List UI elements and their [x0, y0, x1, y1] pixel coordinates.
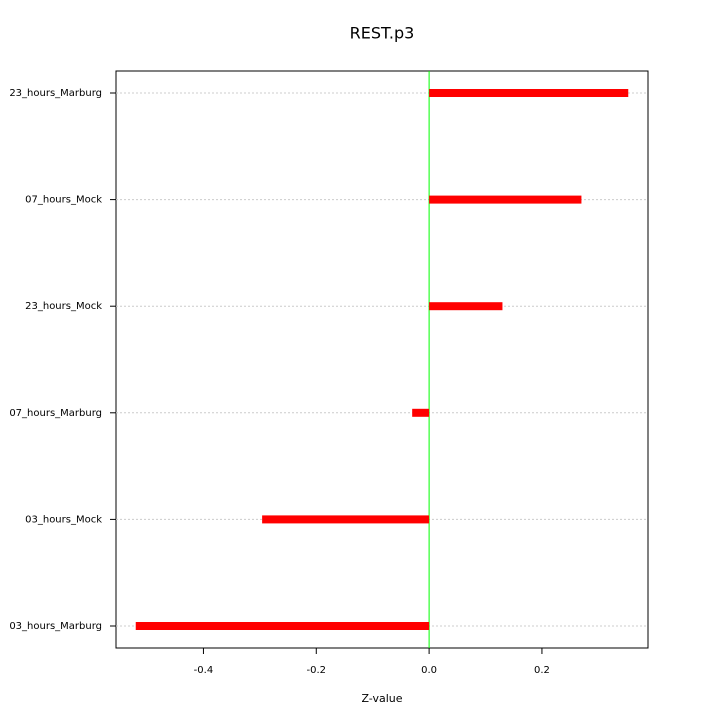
bar: [262, 515, 430, 524]
bar: [412, 408, 430, 417]
x-tick-label: -0.2: [307, 665, 327, 676]
chart-title: REST.p3: [350, 24, 415, 43]
x-tick-label: 0.0: [421, 665, 437, 676]
y-tick-label: 23_hours_Marburg: [9, 88, 102, 99]
y-tick-label: 23_hours_Mock: [25, 301, 102, 312]
x-tick-label: -0.4: [194, 665, 214, 676]
x-axis-title: Z-value: [361, 692, 402, 705]
y-tick-label: 03_hours_Mock: [25, 514, 102, 525]
x-tick-label: 0.2: [534, 665, 550, 676]
bar: [135, 622, 430, 630]
y-tick-label: 07_hours_Mock: [25, 195, 102, 206]
bar: [429, 195, 582, 204]
bar: [429, 302, 503, 311]
y-tick-label: 03_hours_Marburg: [9, 621, 102, 632]
y-tick-label: 07_hours_Marburg: [9, 408, 102, 419]
plot-frame: [115, 70, 649, 649]
bar: [429, 89, 629, 97]
